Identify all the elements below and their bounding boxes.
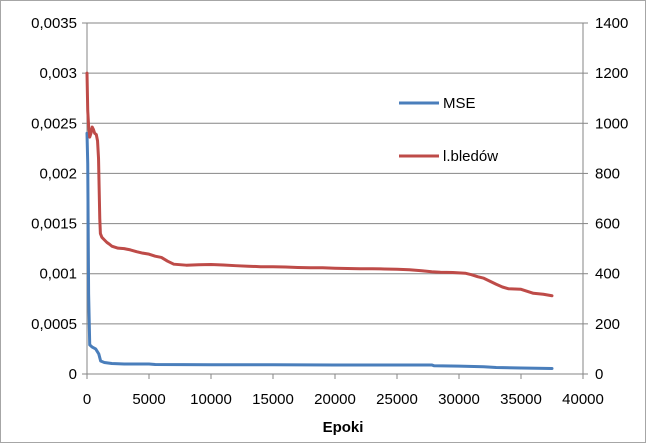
tick-labels: 0 0,0005 0,001 0,0015 0,002 0,0025 0,003 0,0035… <box>31 15 628 408</box>
x-tick-label: 20000 <box>314 391 356 408</box>
y-left-tick-label: 0,0025 <box>31 115 77 132</box>
y-left-tick-label: 0 <box>69 366 77 383</box>
y-left-tick-label: 0,003 <box>39 65 77 82</box>
legend-label: l.bledów <box>443 148 498 165</box>
grid-lines <box>87 22 583 325</box>
y-left-tick-label: 0,0005 <box>31 316 77 333</box>
x-tick-label: 30000 <box>438 391 480 408</box>
x-axis-title: Epoki <box>323 419 364 436</box>
y-right-tick-label: 800 <box>595 165 620 182</box>
y-right-tick-label: 600 <box>595 216 620 233</box>
legend: MSE l.bledów <box>399 95 498 165</box>
y-right-tick-label: 1400 <box>595 15 628 32</box>
y-left-tick-label: 0,001 <box>39 266 77 283</box>
series-line-mse <box>85 131 554 370</box>
legend-label: MSE <box>443 95 476 112</box>
x-tick-label: 35000 <box>500 391 542 408</box>
y-right-tick-label: 1000 <box>595 115 628 132</box>
axes <box>82 22 588 379</box>
x-tick-label: 25000 <box>376 391 418 408</box>
series <box>85 71 554 370</box>
x-tick-label: 15000 <box>252 391 294 408</box>
x-tick-label: 0 <box>83 391 91 408</box>
y-left-tick-label: 0,002 <box>39 165 77 182</box>
x-tick-label: 40000 <box>562 391 604 408</box>
x-tick-label: 10000 <box>190 391 232 408</box>
series-line-bledow <box>85 71 554 298</box>
y-left-tick-label: 0,0015 <box>31 216 77 233</box>
y-right-tick-label: 0 <box>595 366 603 383</box>
y-right-tick-label: 1200 <box>595 65 628 82</box>
y-left-tick-label: 0,0035 <box>31 15 77 32</box>
y-right-tick-label: 400 <box>595 266 620 283</box>
y-right-tick-label: 200 <box>595 316 620 333</box>
x-tick-label: 5000 <box>132 391 165 408</box>
